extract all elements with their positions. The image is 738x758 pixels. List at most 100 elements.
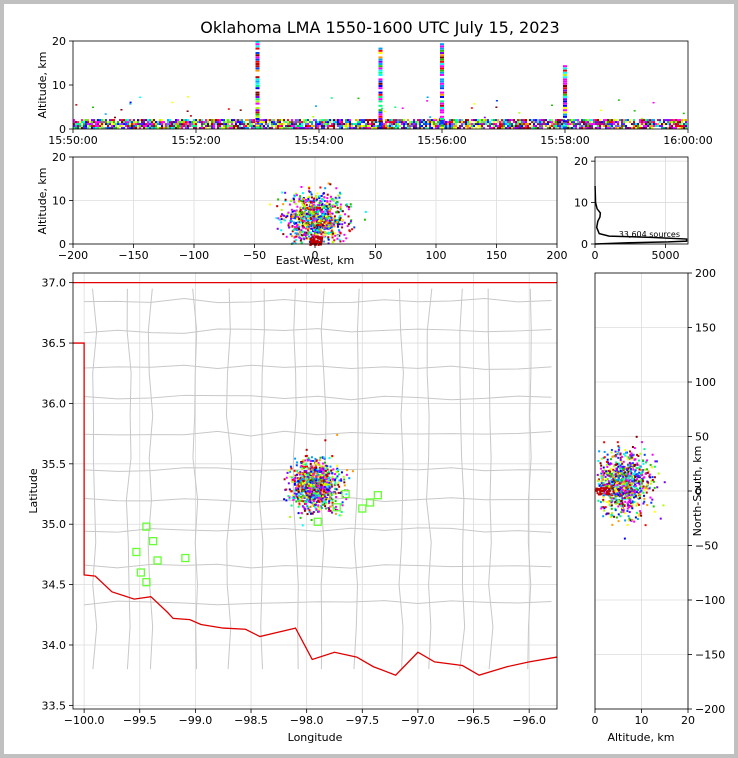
source-cell	[326, 210, 329, 213]
source-cell	[535, 121, 537, 124]
source-cell	[151, 121, 153, 124]
source-cell	[614, 498, 617, 501]
source-cell	[326, 193, 329, 196]
source-cell	[563, 98, 567, 101]
source-cell	[309, 214, 312, 217]
source-cell	[265, 121, 267, 124]
source-cell	[219, 119, 221, 122]
source-cell	[575, 119, 577, 122]
source-cell	[290, 504, 293, 507]
source-cell	[621, 484, 624, 487]
source-cell	[261, 127, 263, 130]
source-cell	[597, 123, 599, 126]
source-cell	[295, 494, 298, 497]
source-cell	[191, 125, 193, 128]
source-cell	[75, 104, 78, 106]
source-cell	[297, 512, 300, 515]
source-cell	[622, 484, 625, 487]
source-cell	[559, 119, 561, 122]
source-cell	[293, 492, 296, 495]
source-cell	[644, 472, 647, 475]
source-cell	[313, 467, 316, 470]
source-cell	[173, 127, 175, 130]
source-cell	[441, 119, 443, 122]
source-cell	[215, 123, 217, 126]
source-cell	[323, 226, 326, 229]
source-cell	[300, 185, 303, 188]
source-cell	[307, 125, 309, 128]
source-cell	[608, 486, 611, 489]
source-cell	[517, 119, 519, 122]
source-cell	[314, 217, 317, 220]
source-cell	[491, 119, 493, 122]
source-cell	[583, 123, 585, 126]
source-cell	[328, 491, 331, 494]
source-cell	[537, 121, 539, 124]
source-cell	[303, 459, 306, 462]
source-cell	[303, 207, 306, 210]
source-cell	[663, 121, 665, 124]
source-cell	[145, 119, 147, 122]
source-cell	[647, 123, 649, 126]
source-cell	[209, 127, 211, 130]
source-cell	[321, 503, 324, 506]
source-cell	[469, 123, 471, 126]
source-cell	[563, 126, 567, 129]
source-cell	[129, 101, 132, 104]
source-cell	[81, 119, 83, 122]
source-cell	[435, 127, 437, 130]
source-cell	[306, 227, 309, 230]
source-cell	[235, 123, 237, 126]
source-cell	[511, 119, 513, 122]
source-cell	[221, 123, 223, 126]
source-cell	[299, 487, 302, 490]
source-cell	[515, 125, 517, 128]
source-cell	[299, 125, 301, 128]
source-cell	[317, 483, 320, 486]
source-cell	[307, 220, 310, 223]
source-cell	[189, 115, 192, 117]
source-cell	[621, 473, 624, 476]
source-cell	[597, 121, 599, 124]
source-cell	[635, 504, 638, 507]
source-cell	[563, 120, 567, 123]
source-cell	[341, 210, 344, 213]
source-cell	[271, 127, 273, 130]
source-cell	[606, 485, 609, 488]
source-cell	[313, 205, 316, 208]
source-cell	[323, 224, 326, 227]
source-cell	[447, 121, 449, 124]
source-cell	[493, 121, 495, 124]
source-cell	[267, 125, 269, 128]
source-cell	[305, 237, 308, 240]
source-cell	[312, 239, 315, 242]
source-cell	[249, 121, 251, 124]
source-cell	[602, 478, 605, 481]
source-cell	[303, 496, 306, 499]
source-cell	[277, 123, 279, 126]
source-cell	[306, 465, 309, 468]
source-cell	[307, 123, 309, 126]
source-cell	[85, 127, 87, 130]
source-cell	[255, 60, 260, 63]
source-cell	[320, 216, 323, 219]
source-cell	[320, 481, 323, 484]
source-cell	[315, 473, 318, 476]
source-cell	[399, 119, 401, 122]
source-cell	[630, 494, 633, 497]
source-cell	[469, 127, 471, 130]
source-cell	[563, 115, 567, 118]
source-cell	[629, 462, 632, 465]
source-cell	[440, 120, 444, 123]
source-cell	[213, 123, 215, 126]
source-cell	[597, 125, 599, 128]
source-cell	[331, 241, 334, 244]
source-cell	[328, 231, 331, 234]
source-cell	[435, 119, 437, 122]
source-cell	[331, 233, 334, 236]
source-cell	[301, 224, 304, 227]
source-cell	[318, 510, 321, 513]
time-height-xtick-label: 16:00:00	[663, 134, 712, 147]
source-cell	[79, 127, 81, 130]
